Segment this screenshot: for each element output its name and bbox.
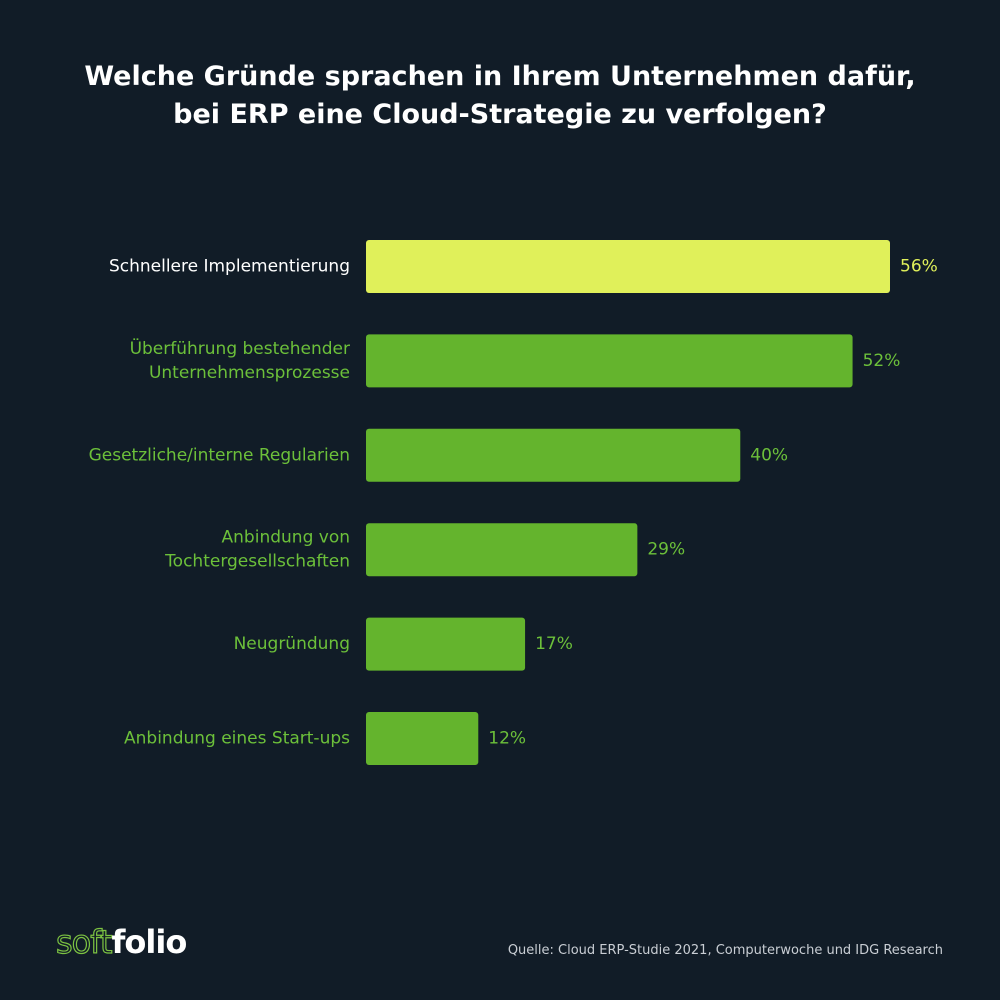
category-label-line: Neugründung [234, 634, 350, 654]
value-label: 40% [750, 445, 788, 465]
bar-chart: Schnellere Implementierung 56% Überführung… [89, 240, 938, 765]
chart-title-line-2: bei ERP eine Cloud-Strategie zu verfolge… [173, 99, 827, 130]
bar [366, 617, 526, 671]
category-label: Schnellere Implementierung [109, 257, 350, 277]
category-label-line: Anbindung von [222, 528, 350, 548]
category-label: Neugründung [234, 634, 350, 654]
source-note: Quelle: Cloud ERP-Studie 2021, Computerw… [507, 943, 943, 958]
category-label-line: Gesetzliche/interne Regularien [89, 445, 350, 465]
chart-title-line-1: Welche Gründe sprachen in Ihrem Unterneh… [84, 61, 916, 92]
softfolio-logo: softfolio [55, 922, 188, 962]
bar [366, 240, 890, 293]
bar-group: Anbindung von Tochtergesellschaften 29% [164, 523, 685, 577]
category-label-line: Tochtergesellschaften [164, 552, 350, 572]
bar-group: Neugründung 17% [234, 617, 573, 671]
bar [366, 428, 741, 482]
category-label-line: Schnellere Implementierung [109, 257, 350, 277]
value-label: 56% [900, 257, 938, 277]
bar [366, 523, 638, 577]
category-label: Überführung bestehender Unternehmensproze… [130, 337, 350, 383]
category-label: Anbindung von Tochtergesellschaften [164, 528, 350, 572]
bar [366, 712, 479, 765]
bar-group: Gesetzliche/interne Regularien 40% [89, 428, 788, 482]
category-label-line: Unternehmensprozesse [149, 363, 350, 383]
value-label: 12% [488, 729, 526, 749]
logo-folio: folio [111, 923, 188, 961]
category-label: Anbindung eines Start-ups [124, 729, 350, 749]
bar [366, 334, 853, 388]
category-label: Gesetzliche/interne Regularien [89, 445, 350, 465]
category-label-line: Anbindung eines Start-ups [124, 729, 350, 749]
bar-group: Schnellere Implementierung 56% [109, 240, 938, 293]
value-label: 17% [535, 634, 573, 654]
bar-group: Anbindung eines Start-ups 12% [124, 712, 526, 765]
logo-soft: soft [55, 922, 113, 961]
category-label-line: Überführung bestehender [130, 337, 350, 359]
bar-group: Überführung bestehender Unternehmensproze… [130, 334, 901, 388]
chart-title: Welche Gründe sprachen in Ihrem Unterneh… [0, 58, 1000, 134]
value-label: 29% [647, 540, 685, 560]
value-label: 52% [863, 351, 901, 371]
